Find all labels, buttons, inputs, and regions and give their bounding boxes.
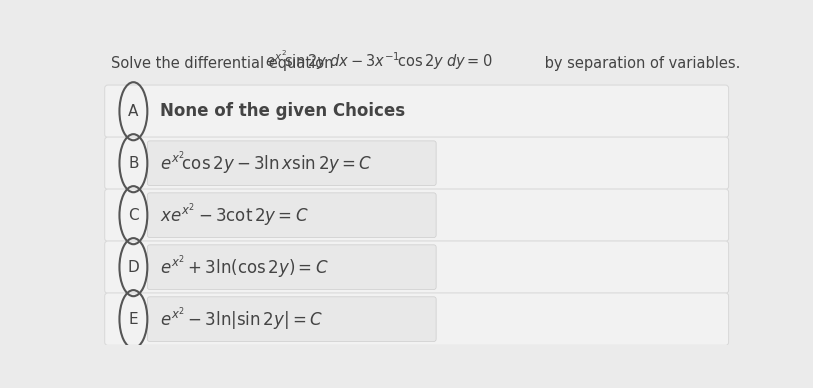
FancyBboxPatch shape [105, 293, 728, 345]
FancyBboxPatch shape [105, 137, 728, 189]
FancyBboxPatch shape [147, 193, 436, 237]
Text: D: D [128, 260, 139, 275]
Text: E: E [128, 312, 138, 327]
FancyBboxPatch shape [147, 245, 436, 289]
FancyBboxPatch shape [147, 141, 436, 185]
FancyBboxPatch shape [105, 241, 728, 293]
Text: $xe^{x^2} - 3\cot 2y = C$: $xe^{x^2} - 3\cot 2y = C$ [159, 201, 308, 229]
Text: C: C [128, 208, 139, 223]
Text: Solve the differential equation: Solve the differential equation [111, 56, 338, 71]
FancyBboxPatch shape [105, 189, 728, 241]
Text: $e^{x^2} + 3\ln(\cos 2y) = C$: $e^{x^2} + 3\ln(\cos 2y) = C$ [159, 253, 328, 281]
Text: $e^{x^2}\!\cos 2y - 3\ln x \sin 2y = C$: $e^{x^2}\!\cos 2y - 3\ln x \sin 2y = C$ [159, 149, 372, 177]
Text: $e^{x^2} - 3\ln|\sin 2y| = C$: $e^{x^2} - 3\ln|\sin 2y| = C$ [159, 305, 323, 333]
Text: B: B [128, 156, 139, 171]
Text: $e^{x^2}\!\sin 2y\; dx - 3x^{-1}\!\cos 2y\; dy = 0$: $e^{x^2}\!\sin 2y\; dx - 3x^{-1}\!\cos 2… [265, 48, 492, 72]
Text: None of the given Choices: None of the given Choices [159, 102, 405, 120]
FancyBboxPatch shape [147, 297, 436, 341]
Text: A: A [128, 104, 138, 119]
FancyBboxPatch shape [105, 85, 728, 137]
Text: by separation of variables.: by separation of variables. [540, 56, 740, 71]
